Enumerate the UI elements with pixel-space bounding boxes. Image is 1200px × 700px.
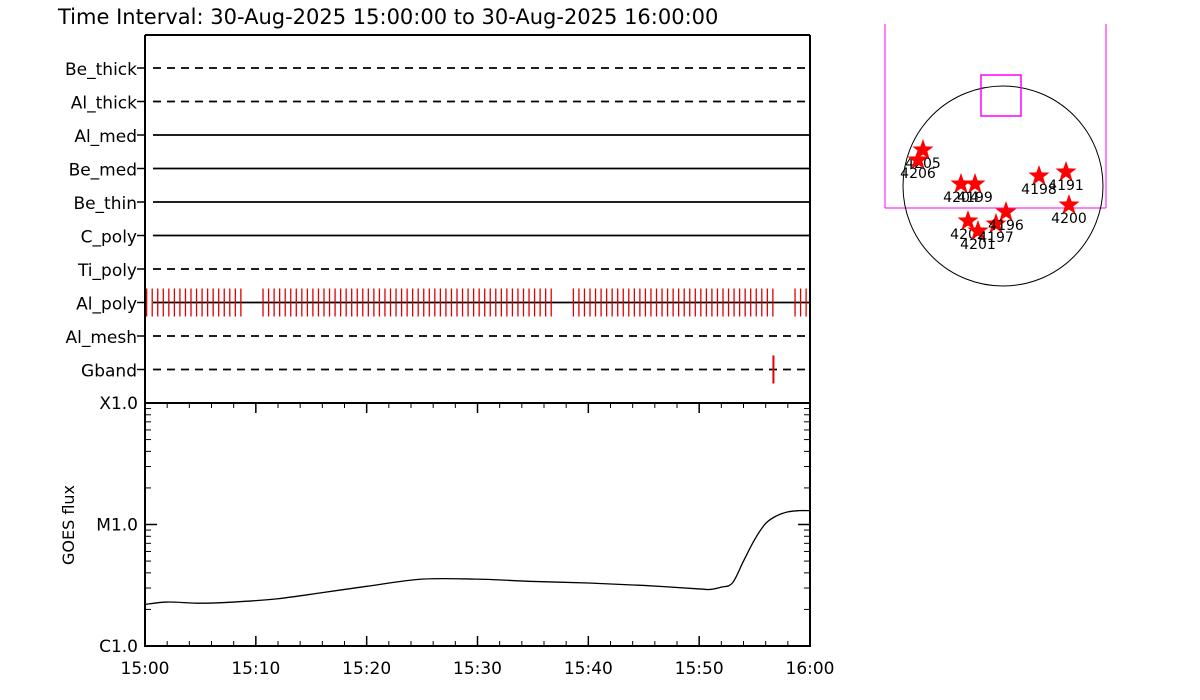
active-region-star [995, 201, 1017, 221]
timeline-row-be_thick: Be_thick [65, 60, 810, 80]
goes-y-tick-label: C1.0 [99, 637, 138, 657]
timeline-row-al_med: Al_med [74, 127, 810, 147]
goes-x-tick-label: 15:10 [231, 659, 280, 679]
active-region-4206: 4206 [900, 149, 936, 182]
active-region-star [1028, 165, 1050, 185]
timeline-row-label: C_poly [81, 228, 137, 248]
goes-flux-panel: C1.0 M1.0 X1.0 15:00 15:10 15:20 15:30 15:40 15:… [59, 394, 835, 679]
active-region-star [907, 149, 929, 169]
active-region-4199: 4199 [957, 173, 993, 206]
solar-limb [902, 85, 1104, 287]
goes-y-tick-label: M1.0 [96, 516, 138, 536]
goes-flux-line [144, 509, 811, 606]
active-region-label: 4206 [900, 166, 936, 182]
active-region-star [950, 173, 972, 193]
active-region-star [912, 139, 934, 159]
timeline-row-be_med: Be_med [69, 161, 810, 181]
timeline-row-label: Gband [81, 362, 137, 382]
active-region-4204: 4204 [943, 173, 979, 206]
timeline-row-c_poly: C_poly [81, 228, 810, 248]
goes-x-tick-label: 15:50 [675, 659, 724, 679]
timeline-row-label: Ti_poly [77, 261, 137, 281]
plot-title: Time Interval: 30-Aug-2025 15:00:00 to 3… [57, 5, 718, 29]
goes-frame [144, 402, 811, 647]
active-region-label: 4201 [960, 237, 996, 253]
goes-x-tick-label: 15:40 [564, 659, 613, 679]
solar-disk-map: 4205420642044199420242014197419641984191… [884, 24, 1107, 287]
active-region-4198: 4198 [1021, 165, 1057, 198]
timeline-row-label: Al_thick [71, 94, 137, 114]
timeline-row-label: Be_thick [65, 60, 137, 80]
active-region-4196: 4196 [988, 201, 1024, 234]
timeline-row-al_mesh: Al_mesh [65, 328, 810, 348]
active-region-label: 4191 [1048, 178, 1084, 194]
active-region-star [1055, 161, 1077, 181]
active-region-label: 4198 [1021, 182, 1057, 198]
active-region-label: 4199 [957, 190, 993, 206]
active-region-star [1058, 194, 1080, 214]
timeline-row-label: Be_thin [73, 194, 137, 214]
active-region-star [957, 210, 979, 230]
goes-x-tick-label: 15:20 [342, 659, 391, 679]
goes-y-axis-label: GOES flux [59, 485, 78, 565]
filter-timeline-panel: Be_thick Al_thick Al_med Be_med Be_thin C_pol… [65, 34, 811, 402]
goes-x-tick-label: 15:30 [453, 659, 502, 679]
active-region-star [985, 213, 1007, 233]
active-region-label: 4196 [988, 218, 1024, 234]
active-region-label: 4200 [1051, 211, 1087, 227]
active-region-4200: 4200 [1051, 194, 1087, 227]
timeline-row-label: Al_poly [76, 295, 137, 315]
goes-x-tick-label: 16:00 [786, 659, 835, 679]
goes-x-tick-label: 15:00 [121, 659, 170, 679]
active-region-4197: 4197 [978, 213, 1014, 246]
timeline-row-gband: Gband [81, 355, 810, 384]
active-region-star [964, 173, 986, 193]
active-region-label: 4197 [978, 230, 1014, 246]
timeline-row-be_thin: Be_thin [73, 194, 810, 214]
active-region-4191: 4191 [1048, 161, 1084, 194]
timeline-row-al_poly: Al_poly [76, 288, 810, 317]
goes-y-tick-label: X1.0 [99, 394, 138, 414]
timeline-row-label: Al_mesh [65, 328, 137, 348]
timeline-row-ti_poly: Ti_poly [77, 261, 810, 281]
timeline-row-label: Al_med [74, 127, 137, 147]
field-of-view-box [980, 74, 1022, 117]
timeline-row-label: Be_med [69, 161, 137, 181]
active-region-star [967, 220, 989, 240]
active-region-label: 4204 [943, 190, 979, 206]
active-region-4201: 4201 [960, 220, 996, 253]
timeline-row-al_thick: Al_thick [71, 94, 810, 114]
